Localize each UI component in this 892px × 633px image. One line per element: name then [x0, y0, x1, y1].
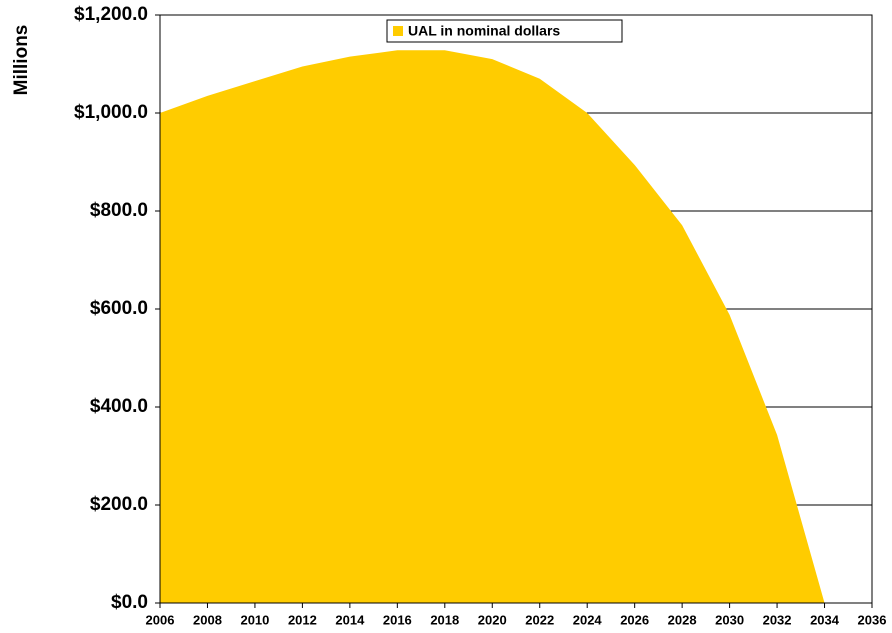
x-tick-label: 2034: [810, 612, 840, 627]
x-tick-label: 2022: [525, 612, 554, 627]
y-tick-label: $200.0: [90, 494, 148, 515]
legend-swatch: [393, 26, 403, 36]
x-tick-label: 2028: [668, 612, 697, 627]
x-tick-label: 2036: [858, 612, 887, 627]
y-tick-label: $1,200.0: [74, 4, 148, 25]
y-tick-label: $0.0: [111, 592, 148, 613]
legend-label: UAL in nominal dollars: [408, 23, 560, 39]
x-tick-label: 2016: [383, 612, 412, 627]
x-tick-label: 2014: [335, 612, 365, 627]
x-tick-label: 2030: [715, 612, 744, 627]
x-tick-label: 2032: [763, 612, 792, 627]
legend-box: [386, 19, 623, 43]
y-tick-label: $800.0: [90, 200, 148, 221]
x-tick-label: 2008: [193, 612, 222, 627]
y-axis-label: Millions: [11, 25, 32, 96]
y-tick-label: $400.0: [90, 396, 148, 417]
x-tick-label: 2020: [478, 612, 507, 627]
x-tick-label: 2024: [573, 612, 603, 627]
x-tick-label: 2006: [146, 612, 175, 627]
area: [160, 50, 825, 603]
x-tick-label: 2018: [430, 612, 459, 627]
x-tick-label: 2012: [288, 612, 317, 627]
y-tick-label: $1,000.0: [74, 102, 148, 123]
plot-border: [159, 14, 873, 604]
y-tick-label: $600.0: [90, 298, 148, 319]
x-tick-label: 2026: [620, 612, 649, 627]
x-tick-label: 2010: [240, 612, 269, 627]
